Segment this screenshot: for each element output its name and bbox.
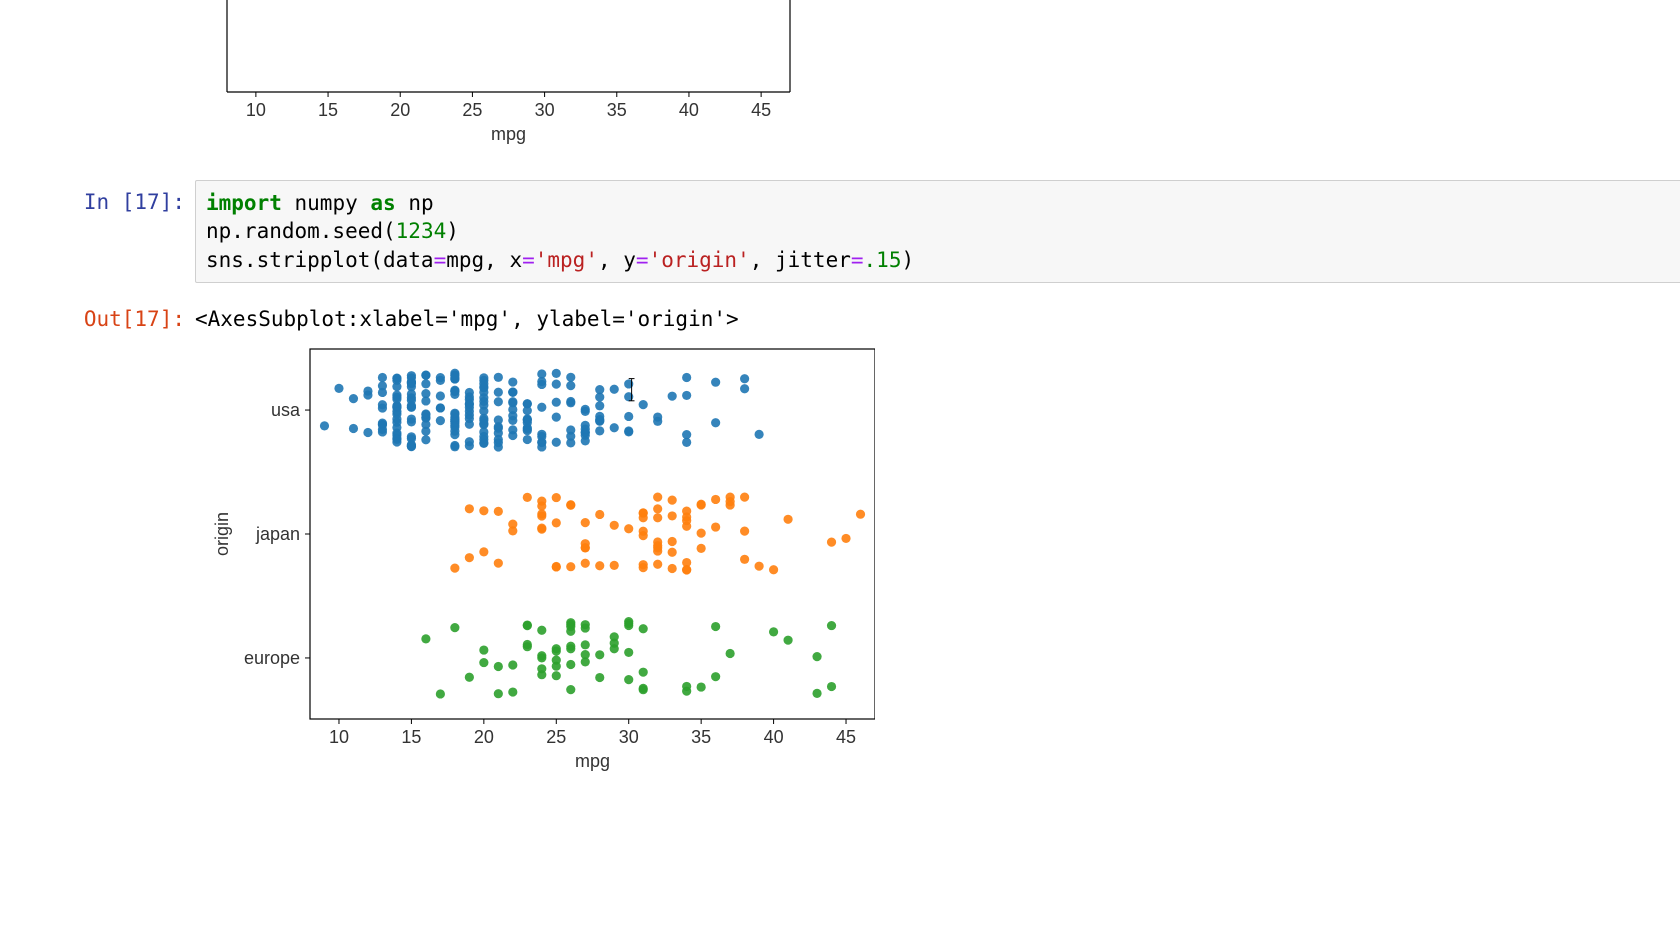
svg-text:origin: origin [212,512,232,556]
svg-text:15: 15 [401,727,421,747]
svg-text:20: 20 [474,727,494,747]
prev-plot-svg: 10 15 20 25 30 35 40 45 mpg [215,0,795,150]
in-prompt: In [17]: [0,180,195,216]
output-cell: Out[17]: <AxesSubplot:xlabel='mpg', ylab… [0,297,1680,333]
out-prompt: Out[17]: [0,297,195,333]
input-cell: In [17]: import numpy as np np.random.se… [0,180,1680,283]
svg-text:japan: japan [255,524,300,544]
svg-text:45: 45 [836,727,856,747]
svg-text:25: 25 [462,100,482,120]
svg-text:15: 15 [318,100,338,120]
svg-text:europe: europe [244,648,300,668]
svg-text:10: 10 [246,100,266,120]
svg-text:25: 25 [546,727,566,747]
notebook: 10 15 20 25 30 35 40 45 mpg In [17]: import nump… [0,0,1680,789]
svg-text:usa: usa [271,400,301,420]
svg-text:mpg: mpg [575,751,610,771]
svg-text:40: 40 [764,727,784,747]
stripplot-svg: 10 15 20 25 30 35 40 45 mpg usa japan europe origin [195,339,875,789]
code-input[interactable]: import numpy as np np.random.seed(1234) … [195,180,1680,283]
svg-text:10: 10 [329,727,349,747]
svg-text:30: 30 [535,100,555,120]
svg-text:30: 30 [619,727,639,747]
svg-text:mpg: mpg [491,124,526,144]
svg-text:45: 45 [751,100,771,120]
svg-text:40: 40 [679,100,699,120]
output-text: <AxesSubplot:xlabel='mpg', ylabel='origi… [195,297,1680,333]
svg-text:35: 35 [607,100,627,120]
prev-output-plot: 10 15 20 25 30 35 40 45 mpg [0,0,1680,150]
output-plot: 10 15 20 25 30 35 40 45 mpg usa japan europe origin [0,339,1680,789]
svg-text:20: 20 [390,100,410,120]
svg-text:35: 35 [691,727,711,747]
